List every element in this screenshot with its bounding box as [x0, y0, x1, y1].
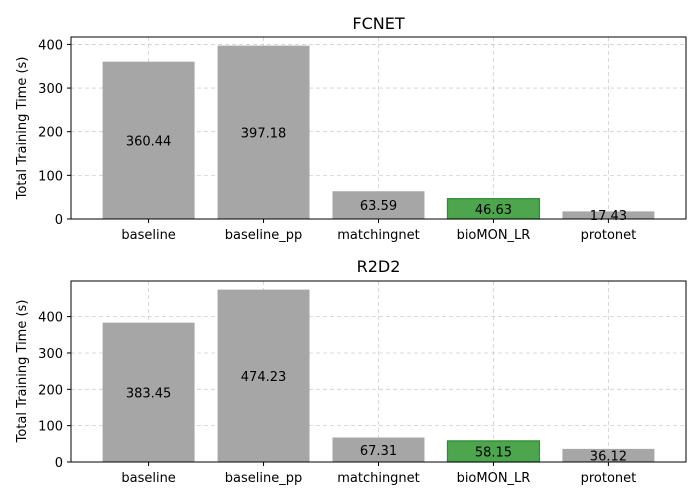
y-tick-label: 100: [38, 420, 63, 435]
chart-panel-r2d2: 383.45 474.23 67.31 58.15 36.12 0 100 200 300 400…: [15, 257, 687, 486]
bar-baseline-pp: [217, 45, 310, 220]
bar-baseline: [102, 322, 195, 462]
bar-matchingnet: [332, 191, 425, 219]
chart-panel-fcnet: 360.44 397.18 63.59 46.63 17.43 0 100 200 300 400…: [15, 14, 687, 243]
bar-baseline: [102, 61, 195, 220]
x-tick-label: baseline_pp: [225, 228, 302, 243]
data-label: 58.15: [475, 445, 512, 460]
data-label: 46.63: [475, 203, 512, 218]
y-axis-label: Total Training Time (s): [15, 300, 30, 444]
x-tick-label: baseline: [121, 471, 175, 486]
y-tick-label: 400: [38, 38, 63, 53]
data-label: 383.45: [126, 386, 172, 401]
data-label: 67.31: [360, 444, 397, 459]
y-tick-label: 200: [38, 383, 63, 398]
data-label: 17.43: [590, 209, 627, 224]
y-tick-label: 100: [38, 169, 63, 184]
y-tick-label: 400: [38, 311, 63, 326]
x-tick-label: bioMON_LR: [457, 471, 531, 486]
data-label: 63.59: [360, 199, 397, 214]
data-label: 360.44: [126, 134, 172, 149]
bar-matchingnet: [332, 437, 425, 462]
x-tick-label: baseline_pp: [225, 471, 302, 486]
bar-protonet: [562, 211, 655, 219]
y-tick-label: 200: [38, 126, 63, 141]
data-label: 397.18: [241, 126, 287, 141]
bar-baseline-pp: [217, 289, 310, 462]
x-tick-label: matchingnet: [337, 471, 420, 486]
chart-title: FCNET: [352, 14, 404, 33]
x-tick-label: protonet: [581, 471, 637, 486]
x-tick-label: baseline: [121, 228, 175, 243]
x-tick-label: protonet: [581, 228, 637, 243]
x-tick-label: matchingnet: [337, 228, 420, 243]
chart-title: R2D2: [357, 257, 401, 276]
y-tick-label: 300: [38, 82, 63, 97]
x-tick-label: bioMON_LR: [457, 228, 531, 243]
bar-protonet: [562, 448, 655, 462]
y-tick-label: 300: [38, 347, 63, 362]
y-axis-label: Total Training Time (s): [15, 57, 30, 201]
data-label: 36.12: [590, 449, 627, 464]
y-tick-label: 0: [55, 456, 63, 471]
y-tick-label: 0: [55, 213, 63, 228]
data-label: 474.23: [241, 370, 287, 385]
